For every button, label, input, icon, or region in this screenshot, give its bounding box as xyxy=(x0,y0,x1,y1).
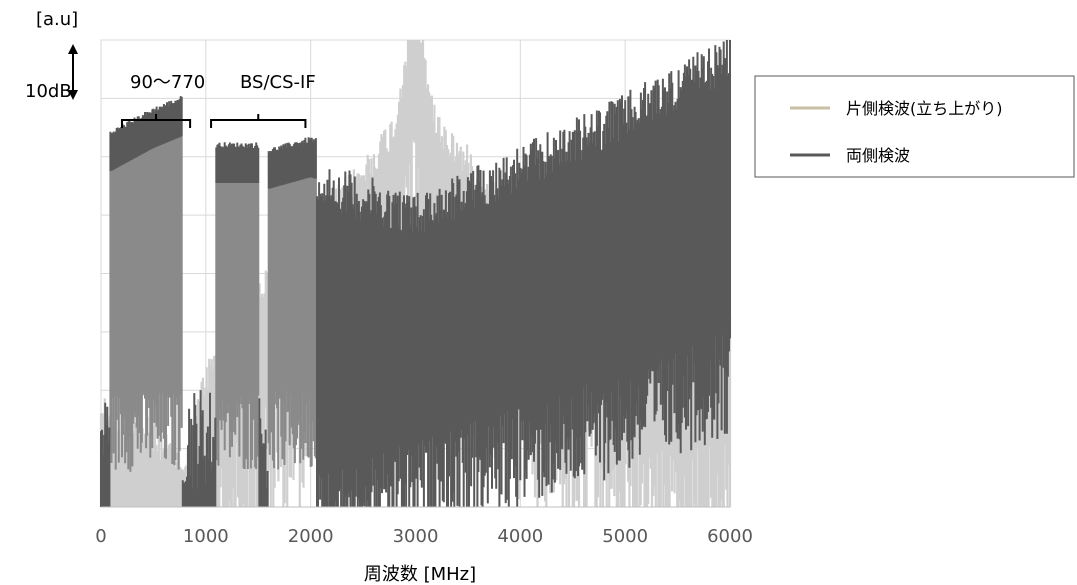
legend-label-two-sided: 両側検波 xyxy=(846,146,910,165)
series-line-two-sided-fill xyxy=(109,136,317,472)
annotation-label: BS/CS-IF xyxy=(240,72,316,93)
scale-marker-label: 10dB xyxy=(25,81,72,102)
series-line-two-sided xyxy=(100,40,731,507)
annotations: 90〜770 BS/CS-IF xyxy=(120,72,316,128)
annotation-label: 90〜770 xyxy=(130,72,205,93)
x-tick-labels: 0 1000 2000 3000 4000 5000 6000 xyxy=(95,526,753,547)
annotation-bracket xyxy=(210,114,307,128)
scale-marker: 10dB xyxy=(25,44,78,102)
legend-box xyxy=(754,75,1075,178)
x-tick-label: 4000 xyxy=(497,526,543,547)
x-axis-label: 周波数 [MHz] xyxy=(364,564,476,585)
x-tick-label: 3000 xyxy=(393,526,439,547)
x-tick-label: 1000 xyxy=(183,526,229,547)
x-tick-label: 2000 xyxy=(288,526,334,547)
scale-arrow-up-icon xyxy=(68,44,78,54)
x-tick-label: 5000 xyxy=(602,526,648,547)
legend-label-one-sided: 片側検波(立ち上がり) xyxy=(846,99,1003,118)
x-tick-label: 0 xyxy=(95,526,106,547)
scale-arrow-down-icon xyxy=(68,90,78,100)
series-two-sided xyxy=(100,40,731,507)
x-tick-label: 6000 xyxy=(707,526,753,547)
annotation-bracket xyxy=(120,114,192,128)
y-axis-label: [a.u] xyxy=(36,9,78,30)
legend: 片側検波(立ち上がり) 両側検波 xyxy=(754,75,1075,178)
